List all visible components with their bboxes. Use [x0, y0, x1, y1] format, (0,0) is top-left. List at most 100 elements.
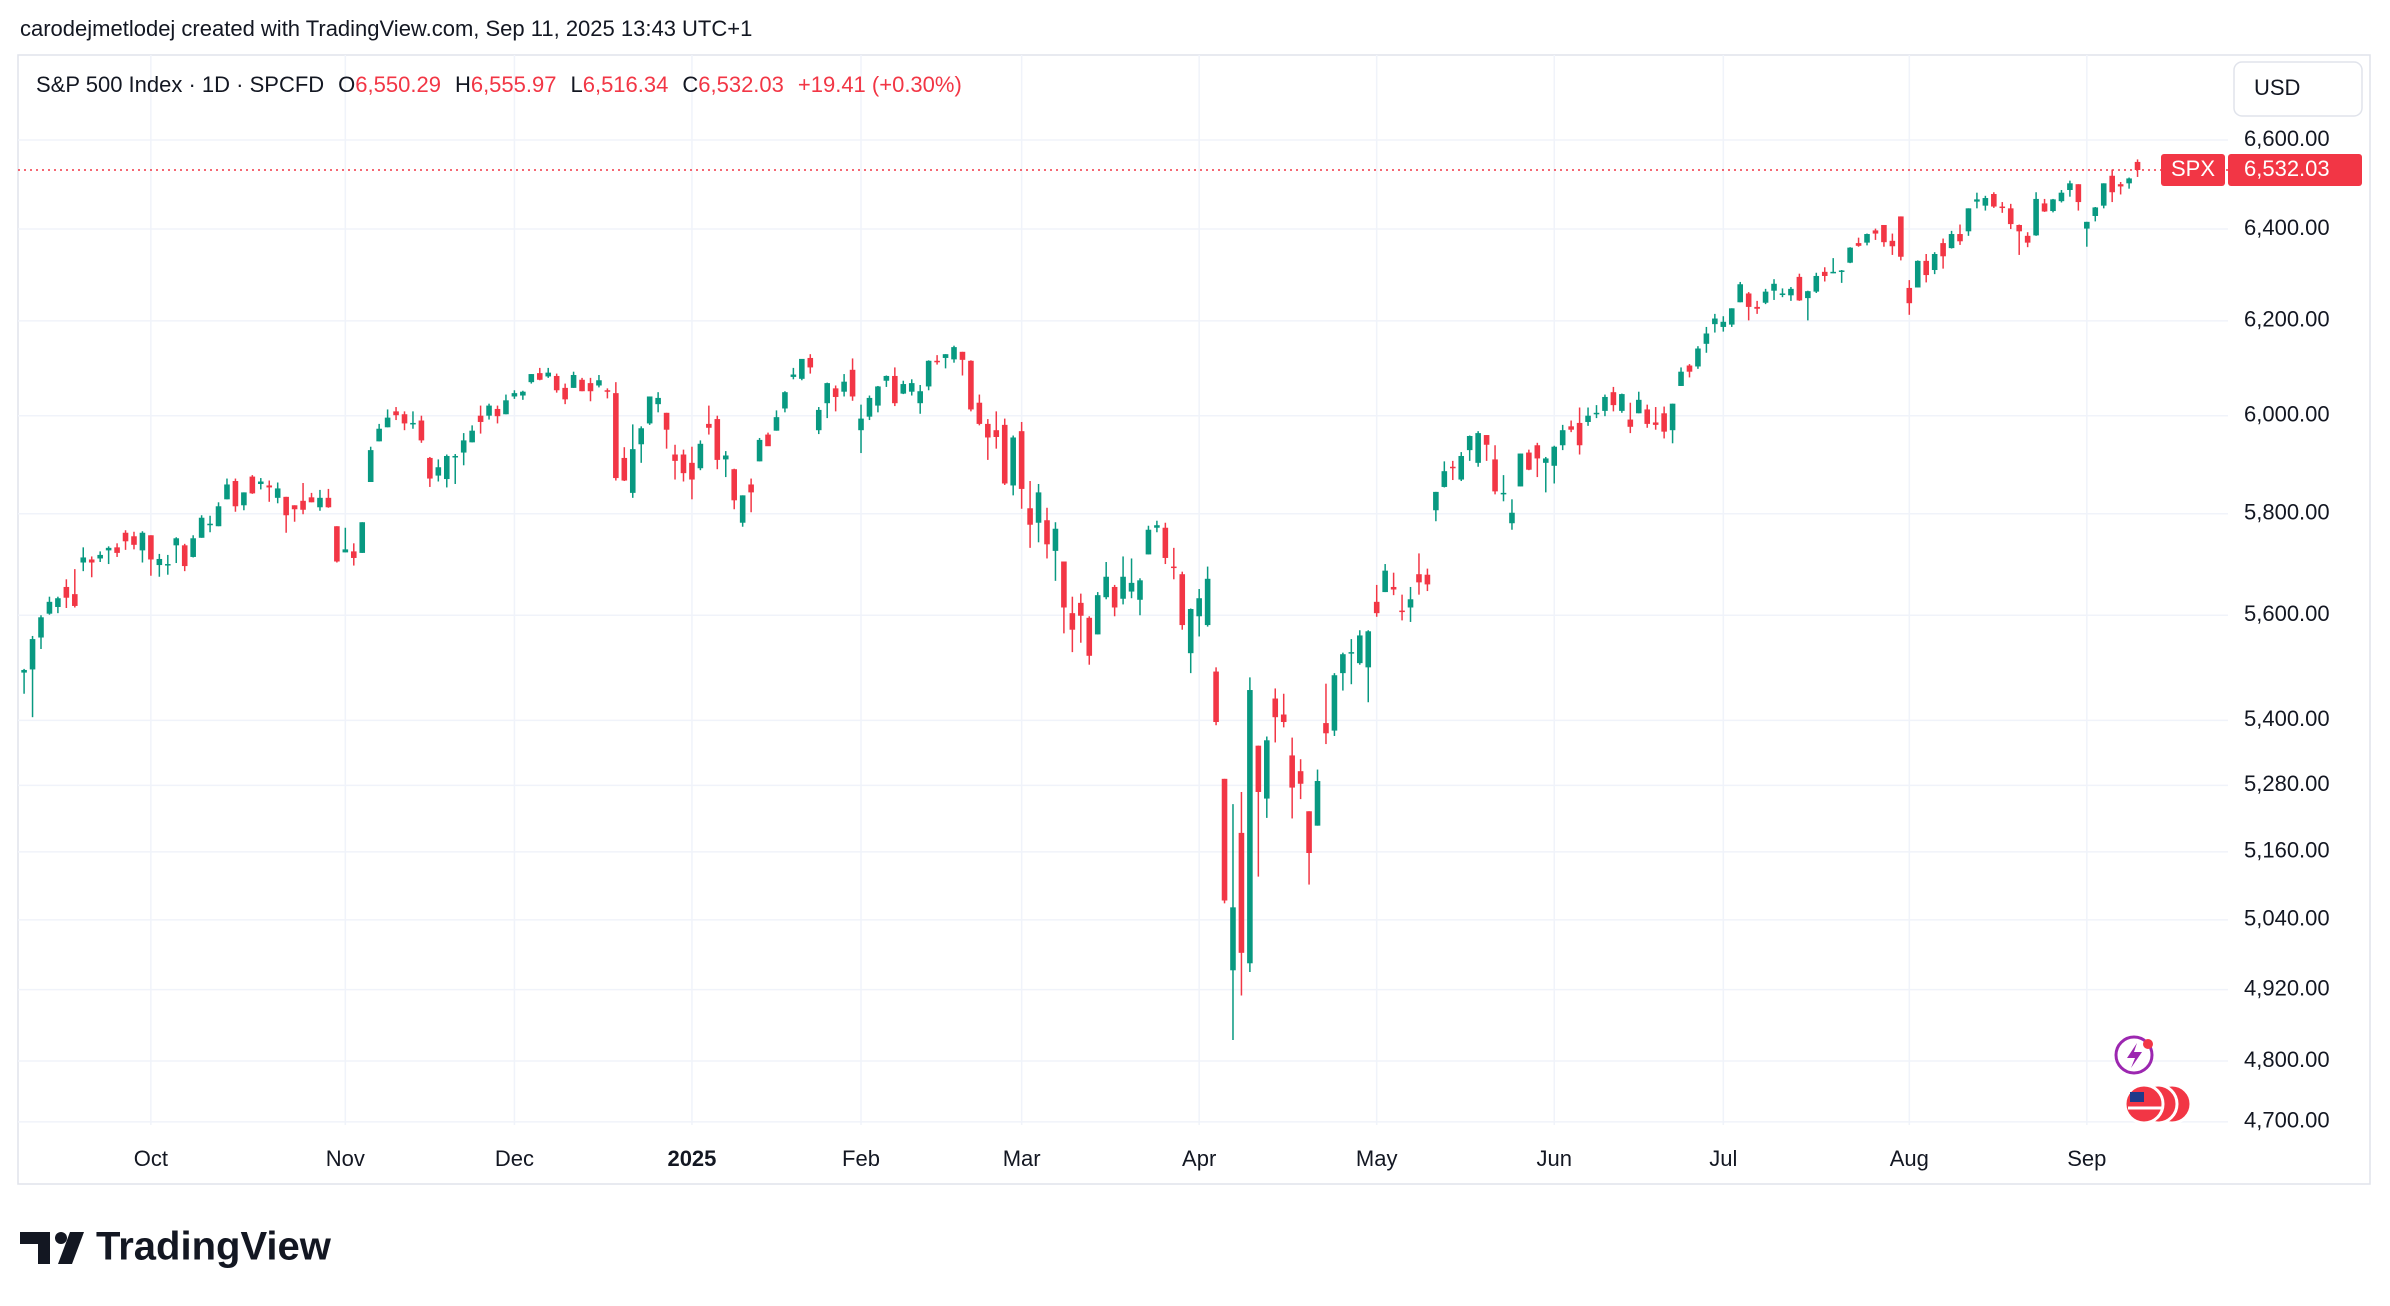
change: +19.41 (+0.30%) — [798, 72, 962, 97]
candle-body — [511, 393, 518, 397]
candle-body — [1695, 348, 1701, 367]
candle-body — [1779, 293, 1786, 295]
l-label: L — [570, 72, 582, 97]
candle-body — [1830, 271, 1836, 274]
candle-body — [520, 391, 526, 396]
candle-body — [1331, 675, 1338, 731]
legend: S&P 500 Index · 1D · SPCFD O6,550.29 H6,55… — [36, 72, 962, 97]
candle-body — [1703, 333, 1710, 344]
candle-body — [1466, 436, 1473, 451]
candle-body — [1255, 745, 1262, 792]
x-tick-label: 2025 — [667, 1146, 716, 1171]
candle-body — [1796, 276, 1803, 301]
currency-button[interactable]: USD — [2233, 61, 2363, 117]
candle-body — [2084, 221, 2090, 229]
candle-body — [1805, 291, 1811, 299]
candle-body — [1957, 234, 1963, 242]
candle-body — [782, 392, 788, 409]
candle-body — [858, 418, 864, 431]
candle-body — [2058, 192, 2065, 202]
attribution: carodejmetlodej created with TradingView… — [20, 16, 752, 41]
candle-body — [1424, 574, 1431, 585]
currency[interactable]: USD — [2254, 75, 2300, 100]
candle-body — [646, 396, 653, 424]
candle-body — [765, 434, 771, 447]
x-tick-label: Nov — [326, 1146, 365, 1171]
candle-body — [393, 411, 399, 416]
flag-icon[interactable] — [2123, 1083, 2165, 1125]
candle-body — [1382, 570, 1388, 593]
logo-mark — [20, 1232, 50, 1264]
candle-body — [1889, 240, 1896, 247]
candle-body — [2024, 235, 2031, 243]
candle-body — [942, 354, 949, 358]
candle-body — [2075, 184, 2082, 203]
candle-body — [156, 558, 163, 566]
candle-body — [528, 374, 535, 383]
candle-body — [274, 488, 281, 498]
candle-body — [739, 495, 746, 523]
candle-body — [1906, 287, 1913, 304]
candle-body — [63, 586, 70, 598]
event-dot — [2143, 1039, 2153, 1049]
candle-body — [706, 423, 712, 428]
c-label: C — [682, 72, 698, 97]
candle-body — [722, 455, 729, 460]
candle-body — [1847, 247, 1853, 263]
candle-body — [1069, 613, 1076, 630]
candle-body — [173, 538, 180, 546]
candle-body — [1306, 811, 1312, 854]
events[interactable] — [2114, 1035, 2193, 1125]
candle-body — [1289, 755, 1295, 788]
candle-body — [621, 457, 628, 481]
candle-body — [1534, 445, 1541, 459]
candle-body — [1086, 617, 1093, 656]
chart-frame — [17, 54, 2371, 1185]
candle-body — [849, 369, 856, 397]
candle-body — [401, 414, 408, 424]
candle-body — [190, 538, 196, 557]
candle-body — [1585, 415, 1591, 422]
candle-body — [122, 532, 129, 542]
candle-body — [1314, 781, 1321, 826]
candle-body — [1357, 635, 1363, 664]
candle-body — [1297, 771, 1304, 784]
candle-body — [1593, 412, 1600, 415]
candle-body — [1458, 455, 1465, 480]
logo-dot — [55, 1232, 67, 1244]
currency-box[interactable] — [2233, 61, 2363, 117]
candle-body — [1940, 243, 1946, 257]
candle-body — [452, 455, 459, 458]
candle-body — [1999, 206, 2006, 209]
y-tick-label: 6,600.00 — [2244, 126, 2330, 151]
candle-body — [1044, 520, 1050, 545]
candle-body — [1712, 318, 1718, 325]
candle-body — [1272, 698, 1279, 718]
y-tick-label: 5,800.00 — [2244, 500, 2330, 525]
price-tag-symbol-box — [2161, 153, 2225, 186]
x-tick-label: May — [1356, 1146, 1398, 1171]
candle-body — [1416, 574, 1422, 583]
candle-body — [1145, 529, 1152, 555]
candle-body — [714, 419, 721, 460]
brand: TradingView — [96, 1225, 332, 1269]
candle-body — [477, 415, 484, 422]
candle-body — [908, 383, 915, 392]
h-value: 6,555.97 — [471, 72, 557, 97]
candle-body — [1500, 492, 1507, 495]
candle-body — [317, 497, 323, 508]
candle-body — [799, 358, 805, 379]
candle-body — [1619, 394, 1625, 411]
candle-body — [367, 450, 374, 483]
candle-body — [1365, 631, 1372, 668]
x-tick-label: Jun — [1536, 1146, 1571, 1171]
candle-body — [1399, 610, 1405, 613]
candle-body — [131, 536, 137, 545]
candle-body — [1745, 293, 1752, 307]
candle-body — [1813, 275, 1820, 292]
price-tag-box — [2228, 153, 2362, 186]
candle-body — [469, 430, 475, 443]
candle-body — [553, 375, 560, 391]
